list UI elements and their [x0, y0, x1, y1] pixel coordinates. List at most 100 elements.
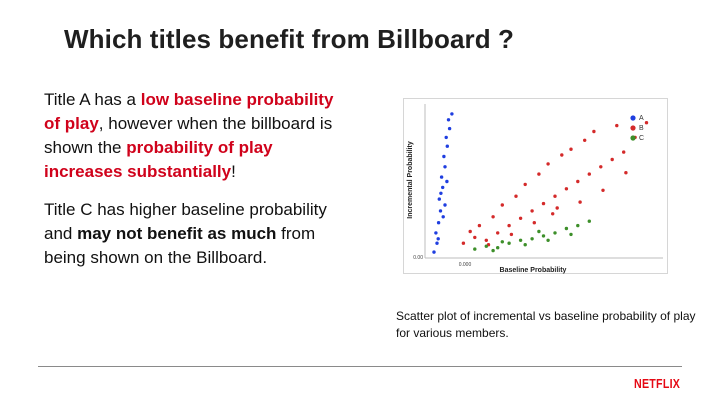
x-tick-label: 0.000 [459, 262, 472, 268]
point-a [439, 175, 444, 179]
point-a [439, 191, 443, 195]
point-b [507, 223, 511, 228]
point-a [447, 126, 452, 131]
point-b [583, 138, 587, 142]
point-c [530, 237, 534, 241]
point-a [438, 209, 443, 213]
point-a [443, 203, 447, 207]
x-axis-label: Baseline Probability [500, 267, 567, 274]
point-b [569, 147, 573, 151]
point-c [569, 232, 573, 237]
point-b [530, 209, 534, 213]
legend-label-b: B [639, 125, 644, 132]
point-c [541, 234, 546, 238]
point-c [564, 226, 569, 231]
figure-frame [403, 98, 668, 274]
text-run: , however when the billboard is shown th… [44, 114, 333, 157]
point-b [509, 232, 514, 237]
point-b [523, 182, 527, 187]
point-b [578, 200, 582, 204]
point-b [477, 223, 482, 228]
netflix-logo: NETFLIX [634, 376, 681, 391]
point-c [491, 248, 495, 253]
point-a [441, 185, 445, 190]
point-b [622, 150, 626, 154]
point-b [553, 194, 557, 198]
point-a [437, 197, 441, 201]
point-b [587, 172, 591, 176]
text-run: from being shown on the Billboard. [44, 224, 316, 267]
point-c [523, 243, 527, 247]
point-c [576, 223, 580, 228]
point-b [491, 215, 495, 219]
point-a [446, 118, 451, 122]
scatter-plot: 0.00 0.000 Baseline Probability Incremen… [403, 98, 668, 274]
text-run: Title C has higher baseline probability … [44, 200, 327, 243]
paragraph-title-a: Title A has a low baseline probability o… [44, 88, 354, 184]
point-b [537, 172, 541, 176]
point-c [587, 219, 591, 223]
point-b [601, 188, 605, 192]
legend-label-a: A [639, 115, 644, 122]
point-b [576, 179, 580, 184]
point-c [546, 238, 550, 242]
legend: A B C [630, 115, 644, 142]
legend-label-c: C [639, 135, 644, 142]
point-a [432, 250, 436, 254]
point-b [599, 165, 603, 169]
point-c [500, 240, 504, 244]
footer-divider [38, 366, 682, 367]
text-run: ! [231, 162, 236, 181]
points-layer [432, 112, 649, 254]
point-b [555, 206, 559, 210]
point-b [564, 187, 569, 191]
point-b [541, 201, 546, 206]
point-b [592, 129, 596, 134]
point-c [484, 244, 488, 248]
point-a [434, 231, 438, 235]
point-c [553, 231, 557, 235]
point-b [514, 194, 518, 198]
text-run: Title A has a [44, 90, 141, 109]
point-b [624, 171, 628, 175]
legend-marker-a [630, 115, 636, 121]
point-a [435, 241, 439, 245]
point-a [436, 221, 441, 225]
point-a [444, 135, 448, 140]
point-b [468, 229, 472, 234]
bold-run: may not benefit as much [77, 224, 277, 243]
point-b [473, 235, 477, 240]
point-c [473, 247, 477, 251]
point-a [443, 165, 447, 169]
point-a [445, 179, 449, 184]
point-a [441, 215, 445, 219]
paragraph-title-c: Title C has higher baseline probability … [44, 198, 354, 270]
y-tick-label: 0.00 [413, 255, 423, 261]
highlight-run: low baseline probability of play [44, 90, 334, 133]
point-b [500, 203, 504, 207]
point-b [644, 121, 649, 125]
legend-marker-b [630, 125, 636, 131]
point-b [484, 238, 488, 242]
point-a [436, 237, 440, 241]
legend-marker-c [630, 135, 636, 141]
point-a [442, 154, 446, 159]
point-c [537, 229, 541, 234]
figure-caption: Scatter plot of incremental vs baseline … [396, 309, 696, 340]
y-axis-label: Incremental Probability [407, 141, 414, 219]
slide-title: Which titles benefit from Billboard ? [64, 24, 515, 54]
point-b [546, 162, 550, 166]
point-b [518, 216, 523, 220]
point-c [518, 238, 523, 242]
point-b [610, 157, 614, 162]
point-c [496, 246, 500, 250]
scatter-plot-figure: 0.00 0.000 Baseline Probability Incremen… [403, 98, 668, 274]
point-b [615, 123, 619, 128]
point-c [507, 241, 511, 245]
point-b [560, 153, 564, 157]
point-a [445, 144, 449, 148]
point-b [461, 241, 466, 245]
point-b [532, 221, 536, 225]
highlight-run: probability of play increases substantia… [44, 138, 273, 181]
point-a [450, 112, 454, 116]
